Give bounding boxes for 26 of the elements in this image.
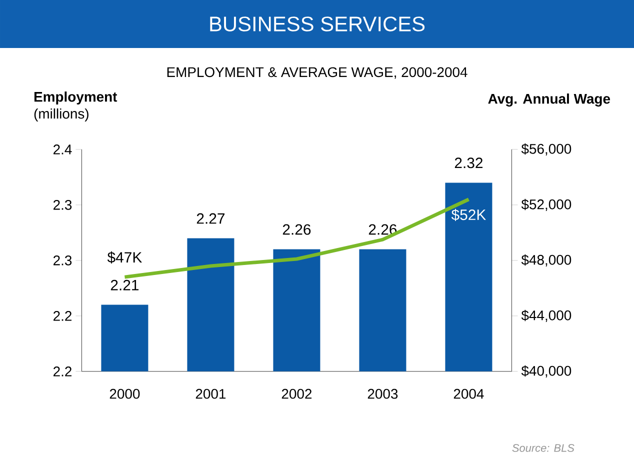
data-label: $52K <box>451 208 486 221</box>
y2-tick-label: $44,000 <box>521 310 572 322</box>
x-tick-label: 2003 <box>368 388 398 399</box>
data-label: $47K <box>107 251 142 264</box>
x-tick-label: 2002 <box>282 388 312 399</box>
x-tick-label: 2001 <box>196 388 226 399</box>
y2-tick-label: $40,000 <box>521 365 572 378</box>
data-label: 2.21 <box>110 280 139 290</box>
x-tick-label: 2000 <box>110 388 140 399</box>
x-tick-label: 2004 <box>454 388 484 399</box>
data-label: 2.27 <box>196 213 224 224</box>
source-note: Source: BLS <box>512 444 574 452</box>
chart-subtitle: EMPLOYMENT & AVERAGE WAGE, 2000-2004 <box>167 67 468 79</box>
y-tick-label: 2.3 <box>54 200 72 210</box>
y2-tick-label: $56,000 <box>521 143 572 156</box>
data-label: 2.32 <box>454 158 482 168</box>
y2-tick-label: $48,000 <box>521 254 572 266</box>
y-tick-label: 2.2 <box>54 366 72 376</box>
y-tick-label: 2.3 <box>54 255 72 266</box>
y2-axis-title: Avg. Annual Wage <box>488 94 610 107</box>
data-label: 2.26 <box>282 224 311 235</box>
y-axis-title: Employment (millions) <box>34 92 118 122</box>
y-tick-label: 2.4 <box>54 144 72 154</box>
chart-title: BUSINESS SERVICES <box>210 16 425 32</box>
y2-tick-label: $52,000 <box>521 198 572 211</box>
y-tick-label: 2.2 <box>54 311 72 321</box>
